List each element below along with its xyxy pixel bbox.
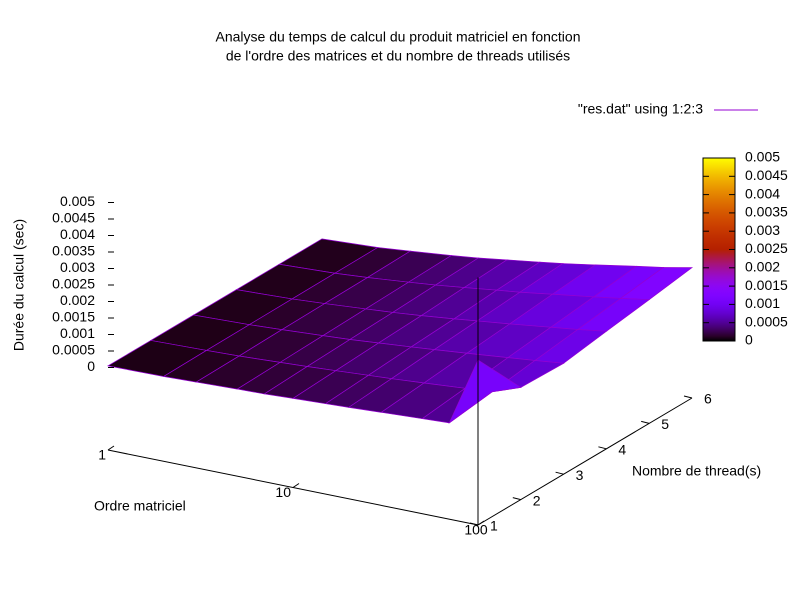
colorbar-tick-label: 0.003 [745, 222, 780, 238]
y-axis-label: Nombre de thread(s) [632, 463, 761, 479]
x-tick [107, 445, 115, 451]
y-tick-label: 6 [704, 391, 712, 407]
y-tick [469, 522, 479, 526]
z-tick-label: 0.005 [60, 193, 95, 209]
y-tick-label: 4 [618, 442, 626, 458]
z-tick-label: 0 [87, 358, 95, 374]
z-tick-label: 0.0005 [52, 342, 95, 358]
z-tick-label: 0.0045 [52, 210, 95, 226]
z-tick-label: 0.0015 [52, 309, 95, 325]
surface [107, 238, 694, 424]
z-tick-label: 0.003 [60, 259, 95, 275]
colorbar-tick-label: 0.002 [745, 259, 780, 275]
colorbar-tick-label: 0.0025 [745, 240, 788, 256]
chart-title: de l'ordre des matrices et du nombre de … [226, 48, 570, 64]
legend-label: "res.dat" using 1:2:3 [578, 101, 703, 117]
y-tick [683, 395, 693, 399]
x-tick-label: 1 [98, 447, 106, 463]
z-tick-label: 0.0035 [52, 243, 95, 259]
x-tick-label: 100 [464, 522, 488, 538]
axis-line [477, 397, 693, 526]
z-tick-label: 0.002 [60, 292, 95, 308]
y-tick [598, 446, 607, 450]
colorbar-tick-label: 0.0035 [745, 204, 788, 220]
colorbar-tick-label: 0.004 [745, 185, 780, 201]
y-tick-label: 2 [533, 492, 541, 508]
colorbar-tick-label: 0.001 [745, 295, 780, 311]
colorbar-tick-label: 0.005 [745, 149, 780, 165]
colorbar-tick-label: 0.0005 [745, 313, 788, 329]
z-axis-label: Durée du calcul (sec) [11, 219, 27, 351]
x-axis-label: Ordre matriciel [94, 498, 186, 514]
y-tick-label: 3 [576, 467, 584, 483]
x-tick-label: 10 [275, 484, 291, 500]
z-tick-label: 0.001 [60, 325, 95, 341]
z-tick-label: 0.0025 [52, 276, 95, 292]
colorbar-tick-label: 0 [745, 332, 753, 348]
y-tick [641, 420, 650, 424]
chart-title: Analyse du temps de calcul du produit ma… [216, 29, 581, 45]
x-tick [292, 483, 300, 488]
x-tick [477, 520, 485, 526]
y-tick-label: 1 [490, 518, 498, 534]
z-tick-label: 0.004 [60, 226, 95, 242]
y-tick [555, 471, 564, 475]
y-tick-label: 5 [661, 416, 669, 432]
colorbar-tick-label: 0.0015 [745, 277, 788, 293]
y-tick [512, 497, 521, 501]
colorbar-tick-label: 0.0045 [745, 167, 788, 183]
